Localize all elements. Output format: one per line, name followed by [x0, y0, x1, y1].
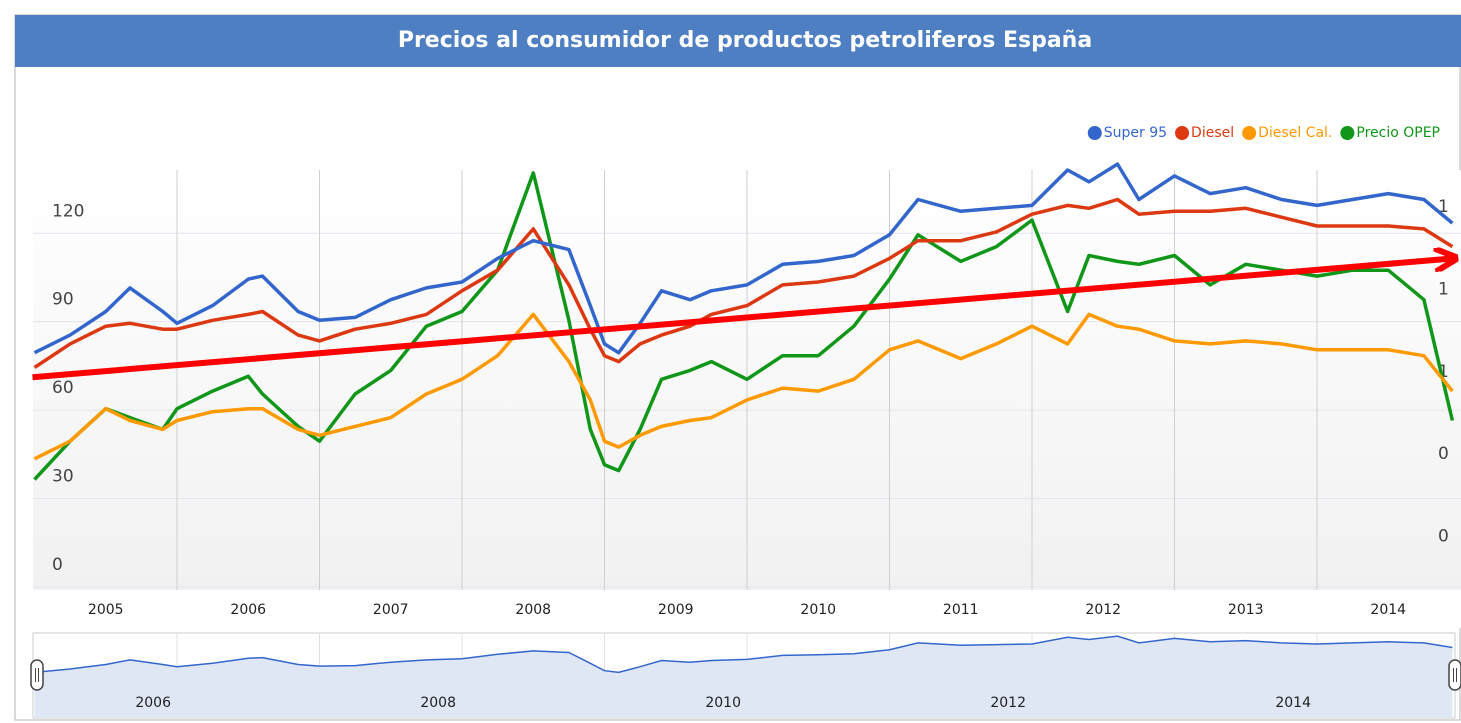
legend-label: Diesel Cal. [1258, 125, 1332, 141]
navigator-tick-label: 2012 [990, 695, 1026, 711]
y2-tick-label: 0 [1438, 444, 1449, 464]
legend-marker [1087, 126, 1102, 140]
y2-tick-label: 0 [1438, 526, 1449, 546]
x-tick-label: 2012 [1085, 602, 1121, 618]
y-tick-label: 90 [52, 290, 74, 310]
navigator-handle [1448, 659, 1461, 691]
navigator-area [34, 636, 1453, 718]
series-line [33, 162, 1454, 355]
y-tick-label: 30 [52, 467, 74, 487]
legend-label: Precio OPEP [1356, 125, 1440, 141]
x-tick-label: 2011 [943, 602, 979, 618]
legend-marker [1340, 126, 1355, 140]
y2-tick-label: 1 [1438, 362, 1449, 382]
navigator-tick-label: 2006 [135, 695, 171, 711]
x-tick-label: 2007 [373, 602, 409, 618]
title-bar [15, 15, 1461, 67]
legend-marker [1175, 126, 1190, 140]
legend-label: Diesel [1191, 125, 1234, 141]
series-line [33, 171, 1455, 481]
x-tick-label: 2008 [515, 602, 551, 618]
y2-tick-label: 1 [1438, 197, 1449, 217]
navigator-line [34, 635, 1453, 674]
x-axis-band [33, 590, 1461, 628]
navigator-tick-label: 2008 [420, 695, 456, 711]
navigator-tick-label: 2014 [1275, 695, 1311, 711]
x-tick-label: 2006 [230, 602, 266, 618]
x-tick-label: 2010 [800, 602, 836, 618]
y2-tick-label: 1 [1438, 279, 1449, 299]
x-tick-label: 2013 [1228, 602, 1264, 618]
series-line [33, 312, 1454, 461]
chart-title: Precios al consumidor de productos petro… [398, 28, 1092, 53]
series-line [33, 197, 1454, 369]
y-tick-label: 120 [52, 201, 84, 221]
x-tick-label: 2014 [1370, 602, 1406, 618]
legend-marker [1242, 126, 1257, 140]
trend-line [32, 258, 1454, 381]
x-tick-label: 2009 [658, 602, 694, 618]
navigator-handle [30, 659, 44, 691]
x-tick-label: 2005 [88, 602, 124, 618]
navigator-tick-label: 2010 [705, 695, 741, 711]
legend-label: Super 95 [1104, 125, 1167, 141]
y-tick-label: 60 [52, 378, 74, 398]
y-tick-label: 0 [52, 555, 63, 575]
